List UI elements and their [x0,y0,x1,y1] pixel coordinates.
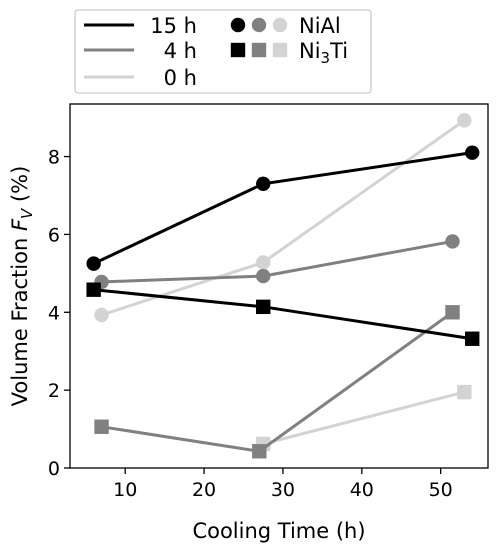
data-point-15-h-ni3ti-2 [256,299,271,315]
series-line-0-h-nial [101,119,466,317]
data-point-0-h-nial-1 [94,307,109,323]
legend-marker-ni3ti-0-h [272,42,288,58]
data-point-4-h-ni3ti-3 [445,305,460,320]
x-tick-label-10: 10 [113,479,137,501]
data-point-15-h-nial-2 [256,176,271,192]
data-point-15-h-ni3ti-1 [86,282,101,297]
x-tick-label-30: 30 [271,479,295,501]
legend-label-4-h: 4 h [164,39,197,63]
x-axis-title: Cooling Time (h) [192,519,365,543]
series-line-15-h-ni3ti [93,288,473,341]
legend-marker-nial-4-h [251,17,267,33]
data-point-0-h-ni3ti-2 [457,384,472,400]
plot-area [86,113,480,459]
series-line-4-h-ni3ti [101,311,454,453]
data-point-0-h-nial-2 [256,255,271,270]
data-point-15-h-ni3ti-3 [465,331,480,346]
data-point-4-h-nial-2 [256,268,271,284]
x-tick-label-50: 50 [429,479,453,501]
y-axis-title: Volume Fraction FV (%) [8,166,36,407]
series-line-4-h-nial [101,239,453,284]
legend-marker-ni3ti-15-h [230,42,246,58]
x-tick-label-20: 20 [192,479,216,501]
plot-frame [69,103,489,469]
y-tick-label-2: 2 [48,380,60,402]
legend-marker-nial-0-h [272,17,288,33]
data-point-4-h-nial-3 [445,234,460,249]
legend-label-15-h: 15 h [150,14,197,38]
axes: 10 20 30 40 50 0 2 4 6 8 Cooling Time (h) Volume Fr… [8,103,489,543]
series-line-0-h-ni3ti [262,390,465,446]
legend-label-nial: NiAl [299,14,341,38]
data-point-15-h-nial-3 [465,145,480,160]
legend-box [74,9,372,94]
legend-label-0-h: 0 h [164,66,197,90]
legend-marker-ni3ti-4-h [251,42,267,58]
y-tick-label-6: 6 [48,224,60,246]
y-tick-label-4: 4 [48,302,60,324]
x-tick-label-40: 40 [350,479,374,501]
data-point-4-h-ni3ti-1 [94,419,109,434]
y-tick-label-0: 0 [48,458,60,480]
legend-label-ni3ti: Ni3Ti [299,39,348,67]
data-point-15-h-nial-1 [86,256,101,271]
y-tick-label-8: 8 [48,147,60,169]
data-point-4-h-ni3ti-2 [252,444,267,459]
data-point-0-h-nial-3 [457,113,472,128]
legend-marker-nial-15-h [230,17,246,33]
